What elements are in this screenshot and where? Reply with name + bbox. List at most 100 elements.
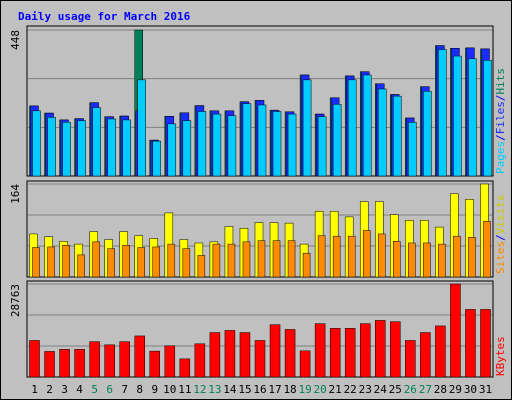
bar-sites	[468, 237, 476, 278]
bar-sites	[438, 243, 446, 278]
bar-pages	[227, 115, 237, 177]
bar-pages	[122, 119, 131, 177]
legend-pages: Pages	[494, 141, 507, 174]
bar-kbytes	[390, 321, 401, 378]
bar-kbytes	[465, 309, 476, 378]
bar-sites	[453, 235, 461, 278]
bar-pages	[453, 55, 462, 177]
bar-sites	[347, 235, 356, 278]
legend-hits-files-pages: Pages/Files/Hits	[494, 68, 507, 174]
bar-kbytes	[420, 332, 431, 378]
bar-pages	[137, 79, 146, 177]
bar-kbytes	[450, 283, 461, 378]
bar-pages	[287, 113, 297, 177]
bar-sites	[257, 240, 266, 278]
x-tick-label-day-27: 27	[419, 383, 432, 396]
bar-pages	[182, 120, 192, 177]
x-tick-label-day-7: 7	[121, 383, 128, 396]
bar-pages	[378, 88, 387, 177]
bar-kbytes	[299, 350, 311, 378]
bar-sites	[137, 247, 145, 278]
x-tick-label-day-30: 30	[464, 383, 477, 396]
bar-kbytes	[480, 309, 491, 378]
bar-pages	[167, 123, 177, 177]
bar-kbytes	[284, 329, 296, 378]
x-tick-label-day-25: 25	[389, 383, 402, 396]
bar-kbytes	[164, 345, 176, 378]
bar-kbytes	[29, 340, 40, 378]
bar-kbytes	[254, 340, 266, 378]
x-tick-label-day-16: 16	[253, 383, 266, 396]
bar-sites	[242, 241, 251, 278]
bar-pages	[393, 95, 402, 177]
bar-sites	[227, 243, 236, 278]
bar-kbytes	[134, 335, 145, 378]
legend-sites: Sites	[494, 241, 507, 274]
bar-kbytes	[359, 323, 371, 378]
bar-sites	[152, 246, 161, 278]
legend-visits: Visits	[494, 195, 507, 235]
bar-kbytes	[329, 328, 341, 378]
x-tick-label-day-17: 17	[268, 383, 281, 396]
bar-kbytes	[119, 341, 130, 378]
x-tick-label-day-5: 5	[91, 383, 98, 396]
bar-sites	[212, 243, 221, 278]
bar-pages	[62, 121, 71, 177]
bar-kbytes	[209, 332, 221, 378]
bar-pages	[408, 121, 417, 177]
x-tick-label-day-26: 26	[404, 383, 417, 396]
bar-pages	[272, 111, 282, 177]
bar-sites	[408, 242, 416, 278]
bar-kbytes	[314, 323, 326, 378]
chart-marks: 1 2 3 4 5 6 7 8 9 10 11 12 13 14 15 16 17 18 19 20 21 22 23 24 2…	[28, 29, 492, 396]
bar-sites	[62, 244, 70, 278]
legend-sep-3: /	[494, 234, 507, 241]
bar-sites	[362, 230, 371, 278]
bar-kbytes	[74, 349, 85, 378]
bar-sites	[182, 248, 191, 278]
x-tick-label-day-4: 4	[76, 383, 83, 396]
x-tick-label-day-3: 3	[61, 383, 68, 396]
x-tick-label-day-24: 24	[374, 383, 388, 396]
x-tick-label-day-8: 8	[136, 383, 143, 396]
y-max-label-hits: 448	[9, 30, 22, 50]
legend-sep-1: /	[494, 134, 507, 141]
bar-sites	[393, 241, 401, 278]
bar-pages	[107, 118, 116, 177]
bar-kbytes	[179, 358, 191, 378]
y-max-label-kbytes: 28763	[9, 284, 22, 317]
bar-sites	[77, 254, 85, 278]
x-tick-label-day-18: 18	[283, 383, 296, 396]
bar-sites	[483, 221, 491, 278]
bar-pages	[212, 113, 222, 177]
bar-pages	[438, 49, 447, 177]
x-tick-label-day-13: 13	[208, 383, 221, 396]
x-tick-label-day-14: 14	[223, 383, 237, 396]
bar-pages	[362, 74, 372, 177]
bar-pages	[257, 104, 267, 177]
bar-sites	[302, 252, 311, 278]
bar-kbytes	[89, 341, 100, 378]
bar-pages	[32, 110, 41, 177]
x-tick-label-day-10: 10	[163, 383, 176, 396]
bar-sites	[107, 248, 115, 278]
x-tick-label-day-28: 28	[434, 383, 447, 396]
x-tick-label-day-6: 6	[106, 383, 113, 396]
bar-kbytes	[59, 349, 70, 378]
x-tick-label-day-21: 21	[329, 383, 342, 396]
y-max-label-visits: 164	[9, 184, 22, 204]
bar-kbytes	[224, 330, 236, 378]
bar-pages	[483, 60, 492, 177]
bar-sites	[167, 243, 176, 278]
x-tick-label-day-23: 23	[359, 383, 372, 396]
legend-kbytes: KBytes	[494, 336, 507, 376]
bar-kbytes	[149, 350, 161, 378]
bar-kbytes	[405, 340, 416, 378]
bar-sites	[47, 246, 55, 278]
x-tick-label-day-15: 15	[238, 383, 251, 396]
bar-sites	[332, 235, 341, 278]
x-tick-label-day-12: 12	[193, 383, 206, 396]
bar-kbytes	[104, 344, 115, 378]
bar-sites	[92, 241, 100, 278]
bar-pages	[152, 140, 162, 177]
